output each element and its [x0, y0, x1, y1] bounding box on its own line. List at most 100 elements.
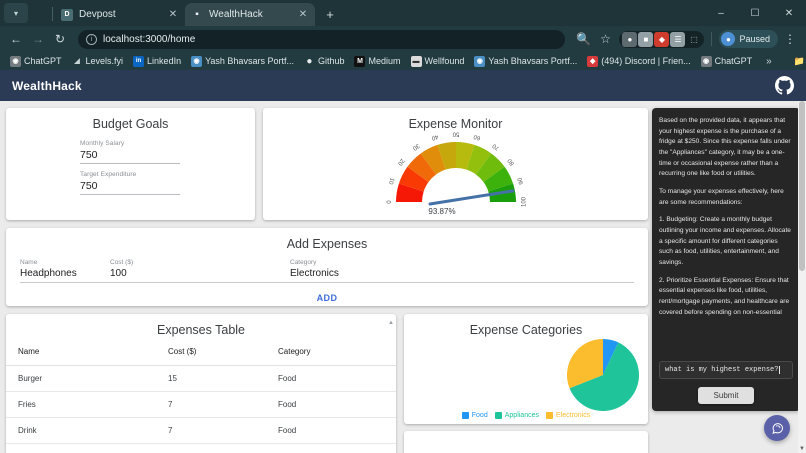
minimize-icon[interactable]: – [704, 0, 738, 26]
browser-menu-icon[interactable]: ⋮ [780, 29, 800, 49]
bookmark-label: ChatGPT [715, 56, 753, 66]
back-icon[interactable]: ← [6, 29, 26, 49]
add-expense-button[interactable]: ADD [317, 293, 338, 303]
legend-label: Appliances [505, 412, 539, 419]
ai-submit-button[interactable]: Submit [698, 387, 755, 404]
extension-notes-icon[interactable]: ■ [638, 32, 653, 47]
browser-brand-icon: 𝓄 [28, 2, 50, 24]
column-header-name: Name [6, 339, 156, 366]
target-expenditure-field[interactable]: Target Expenditure 750 [80, 171, 180, 195]
expense-category-field[interactable]: Category Electronics [290, 259, 634, 279]
legend-item-food[interactable]: Food [462, 412, 488, 419]
chat-fab-button[interactable] [764, 415, 790, 441]
page-scrollbar[interactable]: ▼ [798, 101, 806, 453]
bookmark-label: (494) Discord | Frien... [601, 56, 690, 66]
page-viewport: WealthHack Budget Goals Monthly Salary 7… [0, 70, 806, 453]
browser-toolbar: ← → ↻ i localhost:3000/home 🔍 ☆ ● ■ ◆ ☰ … [0, 26, 806, 52]
extension-shield-icon[interactable]: ● [622, 32, 637, 47]
profile-status-label: Paused [739, 34, 770, 44]
github-icon[interactable] [775, 76, 794, 95]
maximize-icon[interactable]: ☐ [738, 0, 772, 26]
extension-red-icon[interactable]: ◆ [654, 32, 669, 47]
expense-name-input[interactable]: Headphones [20, 266, 110, 279]
target-expenditure-label: Target Expenditure [80, 171, 180, 178]
bookmark-item[interactable]: ◢ Levels.fyi [68, 55, 128, 68]
expense-cost-field[interactable]: Cost ($) 100 [110, 259, 290, 279]
monthly-salary-input[interactable]: 750 [80, 147, 180, 164]
reload-icon[interactable]: ↻ [50, 29, 70, 49]
expenses-table-card: Expenses Table Name Cost ($) Category [6, 314, 396, 453]
expense-category-input[interactable]: Electronics [290, 266, 634, 279]
cell-category: Food [266, 444, 396, 453]
bookmark-label: Levels.fyi [86, 56, 124, 66]
bookmark-item[interactable]: M Medium [350, 55, 404, 68]
bookmark-item[interactable]: in LinkedIn [129, 55, 185, 68]
gauge-tick-label: 0 [384, 200, 390, 204]
bookmark-label: Wellfound [425, 56, 465, 66]
tab-devpost-label: Devpost [79, 9, 167, 20]
scrollbar-thumb[interactable] [799, 101, 805, 271]
extensions-puzzle-icon[interactable]: ⬚ [686, 32, 701, 47]
close-icon[interactable]: ✕ [297, 9, 309, 20]
chatgpt-icon: ◉ [10, 56, 21, 67]
legend-item-appliances[interactable]: Appliances [495, 412, 539, 419]
toolbar-divider [711, 32, 712, 46]
new-tab-button[interactable]: + [321, 7, 339, 22]
gauge-tick-label: 20 [395, 157, 404, 166]
table-row[interactable]: Chicken 25 Food [6, 444, 396, 453]
ai-paragraph: To manage your expenses effectively, her… [659, 187, 793, 208]
window-controls: – ☐ ✕ [704, 0, 806, 26]
pie-svg [566, 338, 640, 412]
portfolio-icon: ◉ [191, 56, 202, 67]
tab-wealthhack-label: WealthHack [209, 9, 297, 20]
tab-wealthhack[interactable]: ▪ WealthHack ✕ [185, 3, 315, 26]
extension-gray-icon[interactable]: ☰ [670, 32, 685, 47]
tab-devpost[interactable]: D Devpost ✕ [55, 3, 185, 26]
monthly-salary-field[interactable]: Monthly Salary 750 [80, 140, 180, 164]
site-info-icon[interactable]: i [86, 34, 97, 45]
table-row[interactable]: Burger 15 Food [6, 366, 396, 392]
chat-bubble-icon [770, 421, 785, 436]
table-scrollbar[interactable]: ▲ [388, 320, 394, 453]
expense-category-label: Category [290, 259, 634, 266]
scroll-down-icon[interactable]: ▼ [798, 446, 806, 452]
gauge-tick-label: 80 [506, 157, 515, 166]
bookmark-item[interactable]: ◆ (494) Discord | Frien... [583, 55, 694, 68]
legend-item-electronics[interactable]: Electronics [546, 412, 590, 419]
target-expenditure-input[interactable]: 750 [80, 178, 180, 195]
ai-assistant-panel: Based on the provided data, it appears t… [652, 108, 800, 411]
expense-name-field[interactable]: Name Headphones [20, 259, 110, 279]
profile-chip[interactable]: ● Paused [719, 30, 778, 48]
bookmark-item[interactable]: ◉ ChatGPT [697, 55, 757, 68]
browser-window: ▾ 𝓄 D Devpost ✕ ▪ WealthHack ✕ + – ☐ ✕ ←… [0, 0, 806, 453]
bookmark-label: LinkedIn [147, 56, 181, 66]
bookmark-item[interactable]: ● Github [300, 55, 349, 68]
scroll-up-icon[interactable]: ▲ [388, 320, 394, 326]
bookmarks-overflow-button[interactable]: » [760, 56, 778, 67]
cell-name: Fries [6, 392, 156, 418]
ai-prompt-input[interactable]: what is my highest expense? [659, 361, 793, 379]
ai-paragraph: 1. Budgeting: Create a monthly budget ou… [659, 215, 793, 268]
address-bar[interactable]: i localhost:3000/home [78, 30, 565, 49]
close-icon[interactable]: ✕ [167, 9, 179, 20]
table-row[interactable]: Drink 7 Food [6, 418, 396, 444]
bookmark-item[interactable]: ▬ Wellfound [407, 55, 469, 68]
forward-icon[interactable]: → [28, 29, 48, 49]
bookmark-item[interactable]: ◉ Yash Bhavsars Portf... [187, 55, 298, 68]
tab-search-button[interactable]: ▾ [4, 3, 28, 23]
close-window-icon[interactable]: ✕ [772, 0, 806, 26]
expenses-table-title: Expenses Table [6, 314, 396, 339]
table-row[interactable]: Fries 7 Food [6, 392, 396, 418]
add-expenses-title: Add Expenses [6, 228, 648, 253]
cell-cost: 7 [156, 392, 266, 418]
all-bookmarks-button[interactable]: 📁 All Bookmarks [790, 55, 806, 68]
bookmark-item[interactable]: ◉ ChatGPT [6, 55, 66, 68]
gauge-value-label: 93.87% [428, 207, 455, 214]
bookmark-item[interactable]: ◉ Yash Bhavsars Portf... [470, 55, 581, 68]
cell-category: Food [266, 366, 396, 392]
bookmark-star-icon[interactable]: ☆ [595, 29, 615, 49]
expense-monitor-card: Expense Monitor 0 10 20 30 40 50 60 70 80 90 100 93… [263, 108, 648, 220]
search-icon[interactable]: 🔍 [573, 29, 593, 49]
cell-name: Chicken [6, 444, 156, 453]
expense-cost-input[interactable]: 100 [110, 266, 290, 279]
